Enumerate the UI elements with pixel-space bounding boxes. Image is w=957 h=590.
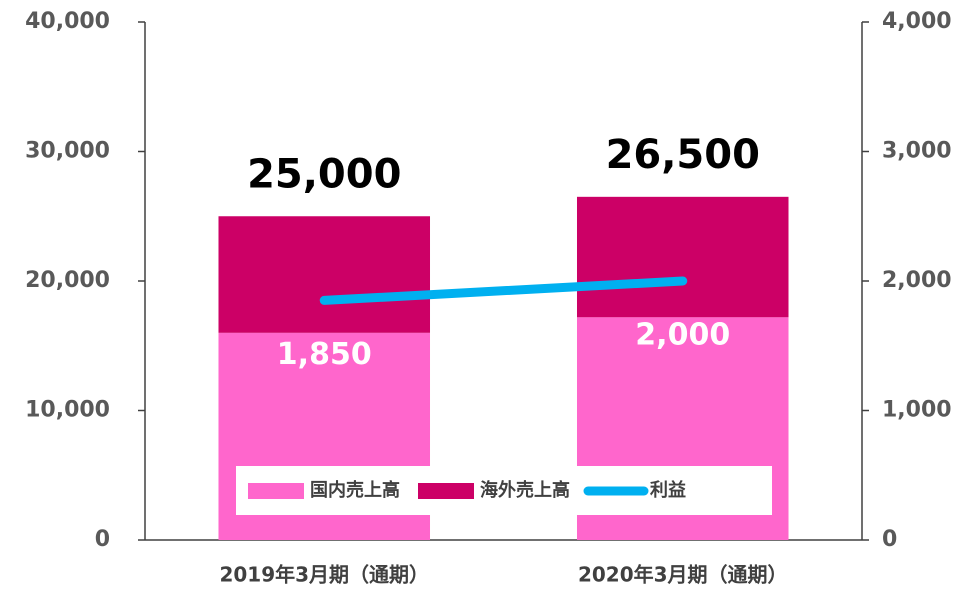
y2-tick-label: 4,000 [882, 9, 952, 34]
legend-label: 海外売上高 [480, 479, 570, 501]
data-label: 2,000 [635, 318, 730, 353]
y-tick-label: 0 [95, 527, 110, 552]
y2-tick-label: 3,000 [882, 139, 952, 164]
legend-swatch [418, 483, 474, 499]
y2-tick-label: 2,000 [882, 268, 952, 293]
bar-segment [218, 216, 431, 333]
data-label: 1,850 [277, 337, 372, 372]
line [319, 276, 688, 305]
y-tick-label: 10,000 [25, 398, 110, 423]
legend-swatch [248, 483, 304, 499]
y2-tick-label: 1,000 [882, 398, 952, 423]
bar-segment [576, 196, 789, 318]
y-tick-label: 30,000 [25, 139, 110, 164]
y-tick-label: 20,000 [25, 268, 110, 293]
total-label: 26,500 [606, 132, 760, 178]
legend-box [236, 466, 772, 515]
x-tick-label: 2020年3月期（通期） [578, 563, 788, 587]
legend-label: 国内売上高 [310, 479, 400, 501]
legend-label: 利益 [650, 479, 686, 501]
x-tick-label: 2019年3月期（通期） [219, 563, 429, 587]
y-tick-label: 40,000 [25, 9, 110, 34]
total-label: 25,000 [247, 151, 401, 197]
y2-tick-label: 0 [882, 527, 897, 552]
